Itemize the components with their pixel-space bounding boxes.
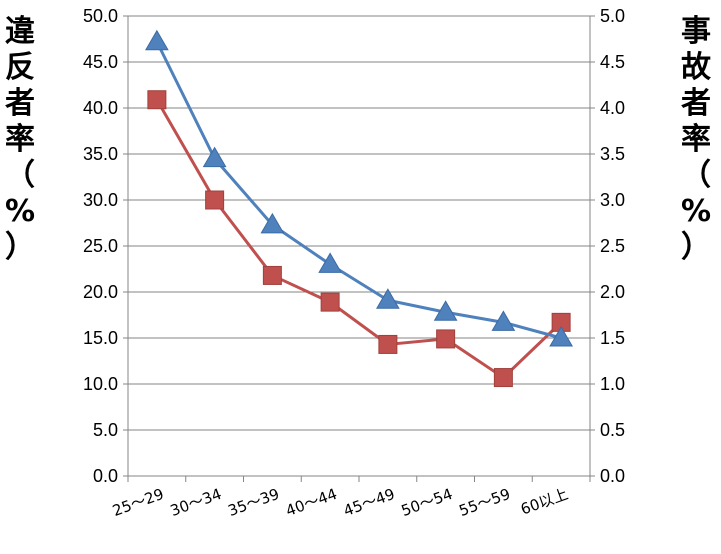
triangle-point [491, 310, 516, 331]
triangle-point [549, 326, 573, 347]
left-axis-title-char: 率 [5, 122, 35, 157]
right-tick-label: 0.0 [600, 466, 625, 486]
right-tick-label: 4.5 [600, 52, 625, 72]
square-point [436, 329, 456, 349]
left-tick-label: 35.0 [83, 144, 118, 164]
triangle-point [433, 300, 458, 321]
left-tick-label: 5.0 [93, 420, 118, 440]
left-axis-title-char: 反 [5, 50, 35, 85]
right-tick-label: 2.0 [600, 282, 625, 302]
right-axis-title-char: ） [681, 230, 711, 265]
triangle-point [318, 252, 342, 273]
triangle-point [145, 29, 169, 51]
left-axis-title-char: % [4, 194, 36, 229]
right-axis-title-char: 者 [681, 86, 711, 121]
right-axis-title-char: （ [681, 158, 711, 193]
x-tick-label: 40～44 [283, 485, 339, 520]
left-tick-label: 25.0 [83, 236, 118, 256]
left-axis-title-char: 者 [5, 86, 35, 121]
triangle-series-line [155, 41, 562, 340]
left-axis-title: 違 反 者 率 （ % ） [0, 14, 40, 266]
square-point [205, 190, 225, 210]
x-tick-label: 60以上 [518, 485, 570, 519]
right-tick-label: 0.5 [600, 420, 625, 440]
left-tick-label: 0.0 [93, 466, 118, 486]
x-tick-label: 30～34 [168, 485, 224, 520]
x-tick-label: 35～39 [226, 485, 282, 520]
left-tick-label: 10.0 [83, 374, 118, 394]
x-tick-label: 25～29 [110, 485, 166, 520]
square-series-line [155, 98, 563, 380]
x-tick-label: 45～49 [341, 485, 397, 520]
left-axis-title-char: 違 [5, 14, 35, 49]
left-tick-label: 30.0 [83, 190, 118, 210]
right-tick-label: 1.5 [600, 328, 625, 348]
x-tick-label: 55～59 [457, 485, 513, 520]
left-tick-label: 40.0 [83, 98, 118, 118]
left-tick-label: 50.0 [83, 6, 118, 26]
right-tick-label: 2.5 [600, 236, 625, 256]
triangle-point [202, 146, 227, 168]
left-axis-title-char: （ [5, 158, 35, 193]
right-axis-title-char: 率 [681, 122, 711, 157]
right-axis-title-char: 故 [681, 50, 711, 85]
right-axis-title-char: % [680, 194, 712, 229]
right-axis-title-char: 事 [681, 14, 711, 49]
x-tick-label: 50～54 [399, 485, 455, 520]
right-tick-label: 4.0 [600, 98, 625, 118]
right-tick-label: 1.0 [600, 374, 625, 394]
square-point [262, 265, 282, 285]
triangle-point [376, 288, 400, 309]
right-axis-title: 事 故 者 率 （ % ） [676, 14, 716, 266]
right-tick-label: 3.5 [600, 144, 625, 164]
square-point [378, 334, 398, 354]
right-tick-label: 5.0 [600, 6, 625, 26]
square-point [147, 90, 167, 110]
square-point [493, 368, 513, 388]
left-tick-label: 15.0 [83, 328, 118, 348]
right-tick-label: 3.0 [600, 190, 625, 210]
left-tick-label: 45.0 [83, 52, 118, 72]
triangle-point [260, 212, 285, 234]
left-axis-title-char: ） [5, 230, 35, 265]
square-point [320, 292, 340, 312]
left-tick-label: 20.0 [83, 282, 118, 302]
